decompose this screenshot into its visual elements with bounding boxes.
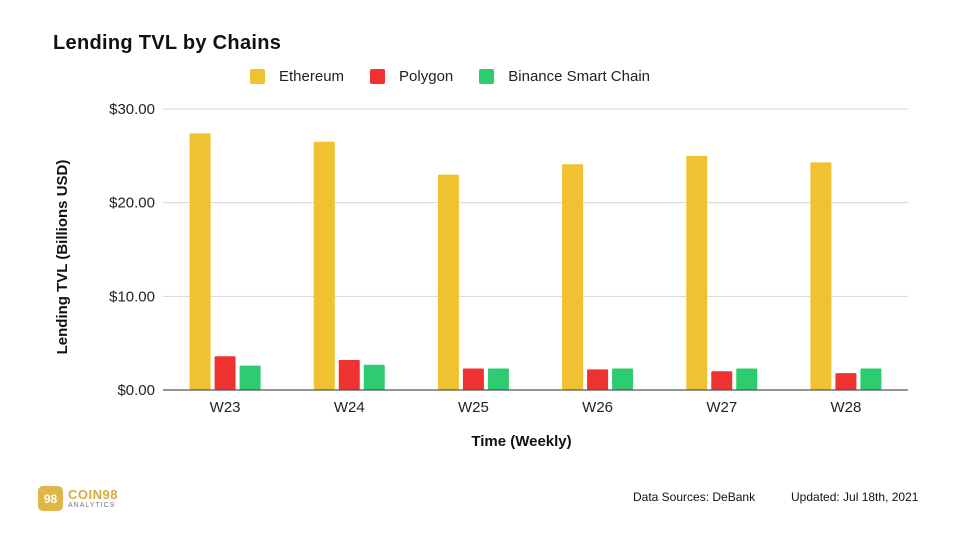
- x-tick-label: W26: [582, 399, 613, 416]
- x-tick-label: W25: [458, 399, 489, 416]
- coin98-logo: 98 COIN98 ANALYTICS: [38, 486, 118, 511]
- legend-swatch-ethereum: [250, 69, 265, 84]
- logo-subtitle: ANALYTICS: [68, 502, 116, 509]
- bar-polygon-w23: [214, 356, 236, 390]
- chart-title: Lending TVL by Chains: [53, 32, 282, 54]
- bar-ethereum-w28: [810, 162, 832, 390]
- x-tick-label: W24: [334, 399, 365, 416]
- x-tick-label: W23: [210, 399, 241, 416]
- bar-ethereum-w27: [686, 155, 708, 390]
- y-tick-label: $0.00: [117, 382, 155, 399]
- bar-polygon-w25: [462, 368, 484, 390]
- coin98-logo-icon: 98: [38, 486, 63, 511]
- data-source: Data Sources: DeBank: [633, 490, 756, 504]
- legend-label-polygon: Polygon: [399, 68, 454, 85]
- bar-ethereum-w23: [189, 133, 211, 390]
- bar-ethereum-w26: [562, 164, 584, 390]
- bar-polygon-w26: [587, 369, 609, 390]
- x-tick-label: W27: [706, 399, 737, 416]
- legend-item-ethereum: Ethereum: [250, 68, 344, 85]
- bar-binance-smart-chain-w23: [239, 365, 261, 390]
- bar-binance-smart-chain-w25: [487, 368, 509, 390]
- bar-ethereum-w25: [437, 174, 459, 390]
- bar-ethereum-w24: [313, 141, 335, 390]
- y-tick-label: $20.00: [109, 195, 155, 212]
- x-axis-label: Time (Weekly): [471, 433, 571, 450]
- legend-label-bsc: Binance Smart Chain: [508, 68, 651, 85]
- y-axis-label: Lending TVL (Billions USD): [54, 160, 71, 355]
- legend-swatch-polygon: [370, 69, 386, 84]
- legend-item-bsc: Binance Smart Chain: [479, 68, 650, 85]
- legend-swatch-bsc: [479, 69, 495, 84]
- y-tick-label: $10.00: [109, 288, 155, 305]
- y-tick-label: $30.00: [109, 101, 155, 118]
- bar-polygon-w28: [835, 373, 857, 390]
- logo-name: COIN98: [68, 487, 118, 502]
- bar-binance-smart-chain-w24: [363, 364, 385, 390]
- x-tick-label: W28: [830, 399, 861, 416]
- legend: Ethereum Polygon Binance Smart Chain: [250, 68, 676, 85]
- bar-polygon-w24: [338, 360, 360, 390]
- bar-binance-smart-chain-w26: [612, 368, 634, 390]
- updated-date: Updated: Jul 18th, 2021: [791, 490, 919, 504]
- legend-item-polygon: Polygon: [370, 68, 453, 85]
- bar-polygon-w27: [711, 371, 733, 390]
- bar-binance-smart-chain-w28: [860, 368, 882, 390]
- bar-binance-smart-chain-w27: [736, 368, 758, 390]
- legend-label-ethereum: Ethereum: [279, 68, 345, 85]
